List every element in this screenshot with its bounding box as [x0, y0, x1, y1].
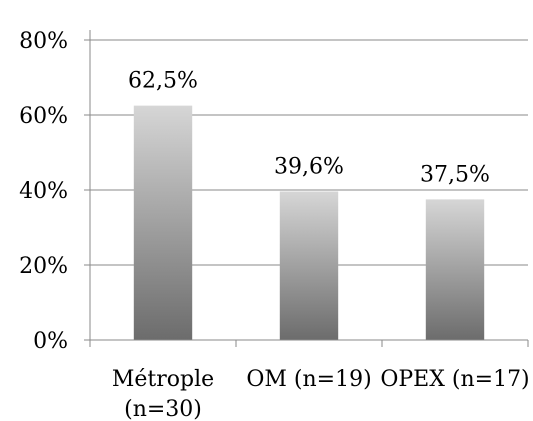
x-tick-label: Métrople [112, 367, 214, 392]
x-tick-label: OPEX (n=17) [380, 367, 529, 392]
data-label: 62,5% [128, 69, 198, 94]
y-tick-label: 40% [19, 179, 68, 204]
data-label: 37,5% [420, 162, 490, 187]
x-tick-label: (n=30) [124, 397, 202, 421]
labels: 0% 20% 40% 60% 80% 62,5% Métrople (n=30) 39,6% OM… [19, 29, 530, 421]
bar [133, 105, 193, 340]
bars [133, 105, 485, 340]
y-tick-label: 20% [19, 254, 68, 279]
bar [425, 199, 485, 340]
axes [84, 30, 529, 347]
bar [279, 191, 339, 340]
x-tick-label: OM (n=19) [246, 367, 371, 392]
y-tick-label: 60% [19, 104, 68, 129]
y-tick-label: 80% [19, 29, 68, 54]
data-label: 39,6% [274, 155, 344, 180]
y-tick-label: 0% [33, 329, 68, 354]
